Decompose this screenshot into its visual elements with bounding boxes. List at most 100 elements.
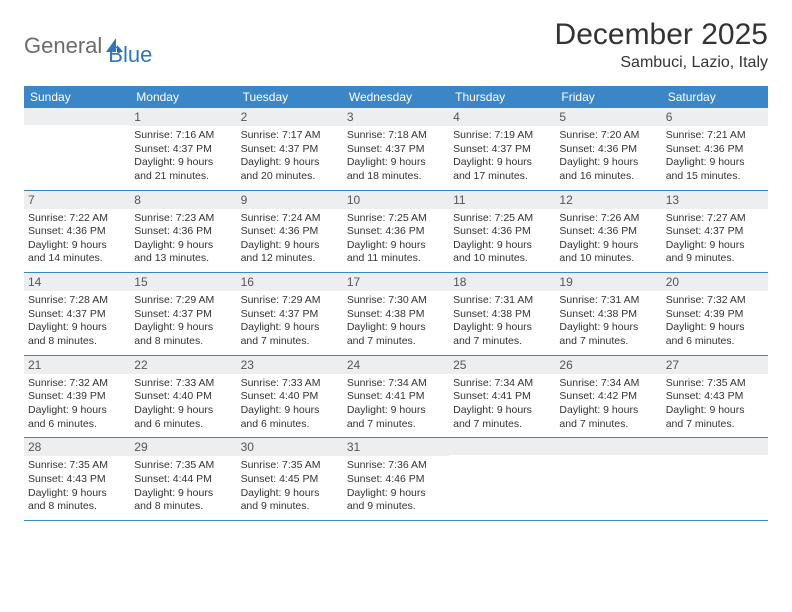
logo: General Blue <box>24 18 152 68</box>
sunset-text: Sunset: 4:37 PM <box>134 143 232 157</box>
day-details: Sunrise: 7:33 AMSunset: 4:40 PMDaylight:… <box>130 374 236 438</box>
logo-text-general: General <box>24 33 102 59</box>
daylight-text: Daylight: 9 hours and 10 minutes. <box>453 239 551 266</box>
day-number: 8 <box>130 191 236 209</box>
daylight-text: Daylight: 9 hours and 10 minutes. <box>559 239 657 266</box>
calendar-day-cell: 25Sunrise: 7:34 AMSunset: 4:41 PMDayligh… <box>449 355 555 438</box>
weekday-header: Saturday <box>662 86 768 108</box>
sunrise-text: Sunrise: 7:30 AM <box>347 294 445 308</box>
calendar-week-row: 14Sunrise: 7:28 AMSunset: 4:37 PMDayligh… <box>24 273 768 356</box>
sunrise-text: Sunrise: 7:35 AM <box>241 459 339 473</box>
sunset-text: Sunset: 4:36 PM <box>453 225 551 239</box>
title-block: December 2025 Sambuci, Lazio, Italy <box>555 18 768 72</box>
daylight-text: Daylight: 9 hours and 21 minutes. <box>134 156 232 183</box>
daylight-text: Daylight: 9 hours and 7 minutes. <box>453 321 551 348</box>
day-number: 21 <box>24 356 130 374</box>
day-number: 12 <box>555 191 661 209</box>
daylight-text: Daylight: 9 hours and 14 minutes. <box>28 239 126 266</box>
day-number: 18 <box>449 273 555 291</box>
day-number: 31 <box>343 438 449 456</box>
day-number: 16 <box>237 273 343 291</box>
daylight-text: Daylight: 9 hours and 7 minutes. <box>347 404 445 431</box>
sunset-text: Sunset: 4:39 PM <box>666 308 764 322</box>
sunset-text: Sunset: 4:43 PM <box>666 390 764 404</box>
daylight-text: Daylight: 9 hours and 9 minutes. <box>347 487 445 514</box>
sunset-text: Sunset: 4:37 PM <box>347 143 445 157</box>
sunset-text: Sunset: 4:44 PM <box>134 473 232 487</box>
day-details: Sunrise: 7:25 AMSunset: 4:36 PMDaylight:… <box>449 209 555 273</box>
day-details <box>555 455 661 513</box>
sunrise-text: Sunrise: 7:34 AM <box>453 377 551 391</box>
calendar-day-cell: 21Sunrise: 7:32 AMSunset: 4:39 PMDayligh… <box>24 355 130 438</box>
sunrise-text: Sunrise: 7:25 AM <box>347 212 445 226</box>
daylight-text: Daylight: 9 hours and 20 minutes. <box>241 156 339 183</box>
sunset-text: Sunset: 4:37 PM <box>666 225 764 239</box>
day-details: Sunrise: 7:24 AMSunset: 4:36 PMDaylight:… <box>237 209 343 273</box>
sunset-text: Sunset: 4:45 PM <box>241 473 339 487</box>
daylight-text: Daylight: 9 hours and 9 minutes. <box>666 239 764 266</box>
day-number: 26 <box>555 356 661 374</box>
calendar-day-cell: 27Sunrise: 7:35 AMSunset: 4:43 PMDayligh… <box>662 355 768 438</box>
day-number: 2 <box>237 108 343 126</box>
sunrise-text: Sunrise: 7:34 AM <box>559 377 657 391</box>
day-details: Sunrise: 7:34 AMSunset: 4:41 PMDaylight:… <box>449 374 555 438</box>
calendar-day-cell: 4Sunrise: 7:19 AMSunset: 4:37 PMDaylight… <box>449 108 555 190</box>
day-details: Sunrise: 7:31 AMSunset: 4:38 PMDaylight:… <box>555 291 661 355</box>
sunset-text: Sunset: 4:43 PM <box>28 473 126 487</box>
day-details: Sunrise: 7:34 AMSunset: 4:42 PMDaylight:… <box>555 374 661 438</box>
day-number <box>662 438 768 455</box>
day-number: 4 <box>449 108 555 126</box>
sunrise-text: Sunrise: 7:25 AM <box>453 212 551 226</box>
weekday-header: Sunday <box>24 86 130 108</box>
day-number: 14 <box>24 273 130 291</box>
sunset-text: Sunset: 4:39 PM <box>28 390 126 404</box>
day-details: Sunrise: 7:29 AMSunset: 4:37 PMDaylight:… <box>130 291 236 355</box>
day-number <box>24 108 130 125</box>
day-number: 1 <box>130 108 236 126</box>
sunset-text: Sunset: 4:37 PM <box>241 143 339 157</box>
day-number: 5 <box>555 108 661 126</box>
sunrise-text: Sunrise: 7:28 AM <box>28 294 126 308</box>
calendar-day-cell: 14Sunrise: 7:28 AMSunset: 4:37 PMDayligh… <box>24 273 130 356</box>
sunrise-text: Sunrise: 7:18 AM <box>347 129 445 143</box>
calendar-day-cell: 18Sunrise: 7:31 AMSunset: 4:38 PMDayligh… <box>449 273 555 356</box>
calendar-week-row: 7Sunrise: 7:22 AMSunset: 4:36 PMDaylight… <box>24 190 768 273</box>
calendar-day-cell: 28Sunrise: 7:35 AMSunset: 4:43 PMDayligh… <box>24 438 130 521</box>
day-number: 24 <box>343 356 449 374</box>
calendar-day-cell: 15Sunrise: 7:29 AMSunset: 4:37 PMDayligh… <box>130 273 236 356</box>
daylight-text: Daylight: 9 hours and 18 minutes. <box>347 156 445 183</box>
calendar-body: 1Sunrise: 7:16 AMSunset: 4:37 PMDaylight… <box>24 108 768 520</box>
calendar-day-cell: 13Sunrise: 7:27 AMSunset: 4:37 PMDayligh… <box>662 190 768 273</box>
calendar-table: SundayMondayTuesdayWednesdayThursdayFrid… <box>24 86 768 521</box>
day-details: Sunrise: 7:33 AMSunset: 4:40 PMDaylight:… <box>237 374 343 438</box>
daylight-text: Daylight: 9 hours and 11 minutes. <box>347 239 445 266</box>
sunrise-text: Sunrise: 7:32 AM <box>666 294 764 308</box>
day-details <box>24 125 130 183</box>
calendar-week-row: 21 Sunrise: 7:32 AMSunset: 4:39 PM Dayligh… <box>24 355 768 438</box>
calendar-day-cell <box>24 108 130 190</box>
day-details: Sunrise: 7:25 AMSunset: 4:36 PMDaylight:… <box>343 209 449 273</box>
daylight-text: Daylight: 9 hours and 7 minutes. <box>241 321 339 348</box>
day-details <box>449 455 555 513</box>
daylight-text: Daylight: 9 hours and 6 minutes. <box>241 404 339 431</box>
sunrise-text: Sunrise: 7:19 AM <box>453 129 551 143</box>
sunset-text: Sunset: 4:36 PM <box>347 225 445 239</box>
calendar-day-cell: 29Sunrise: 7:35 AMSunset: 4:44 PMDayligh… <box>130 438 236 521</box>
sunset-text: Sunset: 4:41 PM <box>453 390 551 404</box>
sunrise-text: Sunrise: 7:32 AM <box>28 377 126 391</box>
daylight-text: Daylight: 9 hours and 7 minutes. <box>453 404 551 431</box>
daylight-text: Daylight: 9 hours and 13 minutes. <box>134 239 232 266</box>
header: General Blue December 2025 Sambuci, Lazi… <box>24 18 768 72</box>
calendar-day-cell: 8Sunrise: 7:23 AMSunset: 4:36 PMDaylight… <box>130 190 236 273</box>
day-number <box>555 438 661 455</box>
daylight-text: Daylight: 9 hours and 7 minutes. <box>559 321 657 348</box>
day-details: Sunrise: 7:31 AMSunset: 4:38 PMDaylight:… <box>449 291 555 355</box>
day-details: Sunrise: 7:17 AMSunset: 4:37 PMDaylight:… <box>237 126 343 190</box>
sunrise-text: Sunrise: 7:31 AM <box>559 294 657 308</box>
sunset-text: Sunset: 4:41 PM <box>347 390 445 404</box>
sunset-text: Sunset: 4:36 PM <box>134 225 232 239</box>
calendar-day-cell: 2Sunrise: 7:17 AMSunset: 4:37 PMDaylight… <box>237 108 343 190</box>
sunrise-text: Sunrise: 7:35 AM <box>666 377 764 391</box>
day-details: Sunrise: 7:18 AMSunset: 4:37 PMDaylight:… <box>343 126 449 190</box>
daylight-text: Daylight: 9 hours and 17 minutes. <box>453 156 551 183</box>
